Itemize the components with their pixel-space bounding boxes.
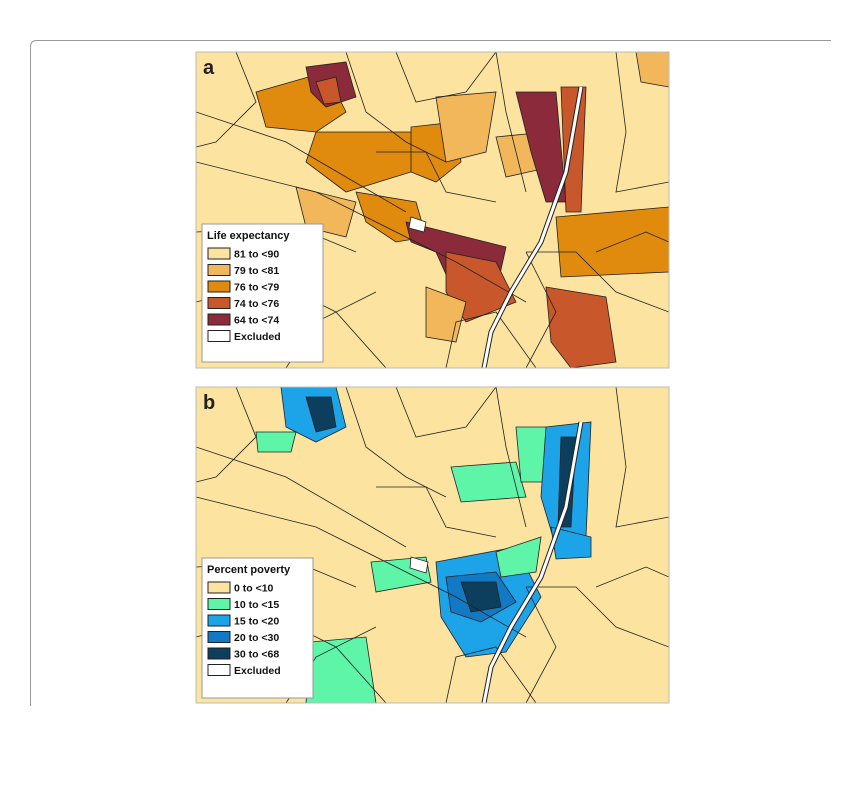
tract-boundary bbox=[525, 251, 557, 368]
tract-boundary bbox=[376, 486, 497, 538]
tract bbox=[425, 286, 467, 343]
tract-boundary bbox=[615, 387, 669, 528]
tract bbox=[545, 286, 617, 368]
tract bbox=[557, 436, 577, 528]
legend-label: 74 to <76 bbox=[234, 298, 279, 310]
legend-swatch bbox=[207, 264, 231, 276]
tract-boundary bbox=[196, 161, 527, 303]
tract-boundary bbox=[526, 586, 669, 648]
tract bbox=[435, 91, 497, 163]
tract-boundary bbox=[395, 387, 497, 438]
tract bbox=[409, 556, 429, 574]
legend-swatch bbox=[207, 313, 231, 326]
river bbox=[482, 86, 583, 368]
legend-label: 79 to <81 bbox=[234, 265, 279, 277]
tract-boundary bbox=[615, 52, 669, 193]
legend-label: 10 to <15 bbox=[234, 599, 279, 611]
tract-boundary bbox=[495, 52, 527, 193]
river bbox=[482, 421, 583, 703]
legend-label: 76 to <79 bbox=[234, 282, 279, 294]
tract-boundary bbox=[196, 496, 527, 638]
tract bbox=[450, 461, 527, 503]
tract bbox=[305, 131, 417, 193]
tract bbox=[408, 216, 427, 233]
legend-label: 64 to <74 bbox=[234, 315, 279, 327]
legend-title: Percent poverty bbox=[207, 564, 291, 576]
tract bbox=[555, 206, 669, 278]
map-panel: b Percent poverty 0 to <10 10 to <15 15 to <… bbox=[195, 386, 670, 704]
tract bbox=[255, 431, 297, 453]
tract-boundary bbox=[196, 111, 407, 213]
map-body bbox=[196, 52, 669, 368]
tract-boundary bbox=[525, 586, 557, 703]
tract-boundary bbox=[196, 387, 257, 483]
tract-boundary bbox=[595, 566, 669, 588]
legend-swatch bbox=[207, 647, 231, 660]
map-panel: a Life expectancy 81 to <90 79 to <81 76 to … bbox=[195, 51, 670, 369]
legend-label: Excluded bbox=[234, 665, 281, 677]
tract-boundary bbox=[445, 646, 537, 703]
tract bbox=[460, 581, 502, 613]
legend-label: 81 to <90 bbox=[234, 249, 279, 261]
tract bbox=[305, 396, 337, 433]
legend-label: Excluded bbox=[234, 331, 281, 343]
map-border bbox=[195, 386, 670, 704]
legend-swatch bbox=[207, 297, 231, 309]
tract bbox=[635, 52, 669, 88]
tract-boundary bbox=[595, 231, 669, 253]
legend-title: Life expectancy bbox=[207, 230, 290, 242]
legend-swatch bbox=[207, 631, 231, 643]
legend-swatch bbox=[207, 330, 231, 342]
legend-label: 20 to <30 bbox=[234, 632, 279, 644]
tract-boundary bbox=[526, 251, 669, 313]
tract-boundary bbox=[196, 52, 257, 148]
legend-label: 0 to <10 bbox=[234, 583, 274, 595]
legend-swatch bbox=[207, 598, 231, 610]
tract-boundary bbox=[495, 387, 527, 528]
tract bbox=[495, 536, 542, 578]
legend-swatch bbox=[207, 247, 231, 260]
tract-boundary bbox=[376, 151, 497, 203]
tract-boundary bbox=[196, 446, 407, 548]
tract bbox=[305, 636, 377, 703]
tract bbox=[315, 76, 342, 105]
legend-swatch bbox=[207, 280, 231, 293]
legend-label: 30 to <68 bbox=[234, 649, 279, 661]
panel-label: b bbox=[203, 392, 215, 414]
card bbox=[30, 40, 831, 706]
legend-swatch bbox=[207, 581, 231, 594]
legend-label: 15 to <20 bbox=[234, 616, 279, 628]
legend-box bbox=[201, 557, 314, 699]
tract-boundary bbox=[395, 52, 497, 103]
legend-swatch bbox=[207, 664, 231, 676]
tract-boundary bbox=[445, 311, 537, 368]
panel-label: a bbox=[203, 57, 215, 79]
map-border bbox=[195, 51, 670, 369]
legend-swatch bbox=[207, 614, 231, 627]
tract bbox=[550, 526, 592, 560]
